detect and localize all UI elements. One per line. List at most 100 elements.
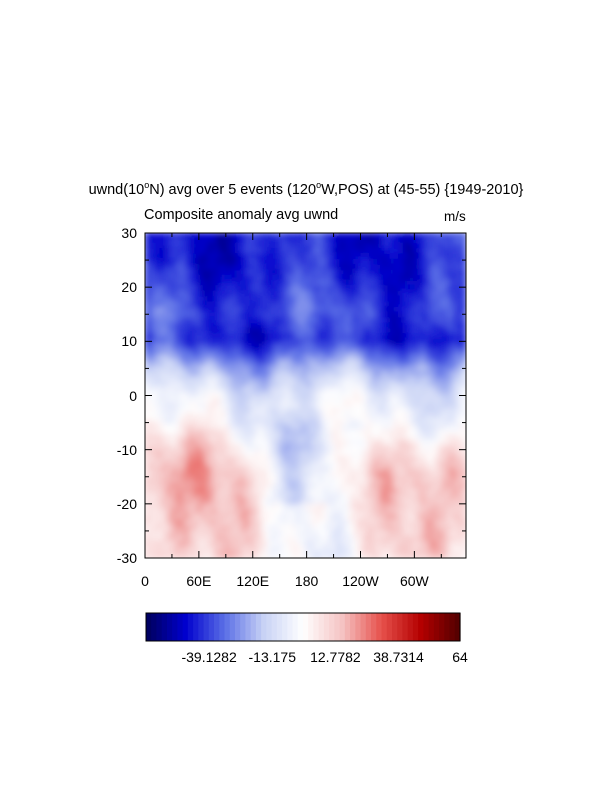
heatmap-cell xyxy=(322,541,329,549)
heatmap-cell xyxy=(161,546,169,554)
heatmap-cell xyxy=(317,269,325,277)
heatmap-cell xyxy=(210,285,218,293)
heatmap-cell xyxy=(166,269,173,277)
heatmap-cell xyxy=(228,514,236,522)
heatmap-cell xyxy=(184,274,191,282)
heatmap-cell xyxy=(344,493,352,501)
heatmap-cell xyxy=(152,301,160,309)
heatmap-cell xyxy=(282,359,289,368)
heatmap-cell xyxy=(340,397,347,405)
heatmap-cell xyxy=(335,461,343,469)
heatmap-cell xyxy=(326,386,334,394)
heatmap-cell xyxy=(340,359,347,368)
heatmap-cell xyxy=(145,359,151,368)
heatmap-cell xyxy=(166,461,173,469)
heatmap-cell xyxy=(193,509,200,517)
heatmap-cell xyxy=(210,461,218,469)
heatmap-cell xyxy=(402,439,410,448)
heatmap-cell xyxy=(451,242,459,250)
heatmap-cell xyxy=(215,525,222,533)
heatmap-cell xyxy=(340,535,347,544)
heatmap-cell xyxy=(219,327,227,336)
heatmap-cell xyxy=(145,482,151,490)
heatmap-cell xyxy=(335,439,343,448)
heatmap-cell xyxy=(145,343,151,352)
heatmap-cell xyxy=(398,423,405,432)
heatmap-cell xyxy=(161,349,169,357)
heatmap-cell xyxy=(170,546,178,554)
heatmap-cell xyxy=(300,327,307,336)
heatmap-cell xyxy=(358,269,365,277)
heatmap-cell xyxy=(415,439,423,448)
heatmap-cell xyxy=(152,402,160,410)
heatmap-cell xyxy=(201,429,209,437)
heatmap-cell xyxy=(300,423,307,432)
heatmap-cell xyxy=(184,349,191,357)
heatmap-cell xyxy=(219,535,227,544)
heatmap-cell xyxy=(201,498,209,506)
heatmap-cell xyxy=(242,253,249,261)
heatmap-cell xyxy=(233,375,240,384)
heatmap-cell xyxy=(161,535,169,544)
heatmap-cell xyxy=(380,466,387,474)
heatmap-cell xyxy=(375,317,383,325)
heatmap-cell xyxy=(291,413,298,421)
heatmap-cell xyxy=(251,503,258,512)
heatmap-cell xyxy=(161,242,169,250)
heatmap-cell xyxy=(344,327,352,336)
heatmap-cell xyxy=(197,519,204,528)
heatmap-cell xyxy=(438,423,445,432)
heatmap-cell xyxy=(251,343,258,352)
heatmap-cell xyxy=(251,258,258,266)
heatmap-cell xyxy=(179,397,187,405)
heatmap-cell xyxy=(161,370,169,378)
heatmap-cell xyxy=(313,439,320,448)
heatmap-cell xyxy=(246,306,253,314)
heatmap-cell xyxy=(197,487,204,496)
heatmap-cell xyxy=(358,551,365,558)
heatmap-cell xyxy=(438,509,445,517)
heatmap-cell xyxy=(193,370,200,378)
heatmap-cell xyxy=(366,233,374,240)
heatmap-cell xyxy=(291,253,298,261)
colorbar-box xyxy=(208,613,215,641)
heatmap-cell xyxy=(233,279,240,288)
heatmap-cell xyxy=(362,429,369,437)
heatmap-cell xyxy=(206,386,213,394)
heatmap-cell xyxy=(233,269,240,277)
heatmap-cell xyxy=(215,493,222,501)
heatmap-cell xyxy=(349,274,356,282)
heatmap-cell xyxy=(246,317,253,325)
heatmap-cell xyxy=(152,306,160,314)
heatmap-cell xyxy=(424,530,432,538)
heatmap-cell xyxy=(157,439,164,448)
heatmap-cell xyxy=(219,450,227,458)
heatmap-cell xyxy=(375,269,383,277)
heatmap-cell xyxy=(456,407,463,416)
heatmap-cell xyxy=(215,370,222,378)
heatmap-cell xyxy=(344,295,352,304)
heatmap-cell xyxy=(170,418,178,426)
heatmap-cell xyxy=(300,514,307,522)
heatmap-cell xyxy=(389,242,396,250)
heatmap-cell xyxy=(313,327,320,336)
heatmap-cell xyxy=(148,466,155,474)
heatmap-cell xyxy=(366,418,374,426)
heatmap-cell xyxy=(286,514,294,522)
heatmap-cell xyxy=(193,477,200,485)
heatmap-cell xyxy=(179,375,187,384)
heatmap-cell xyxy=(273,418,280,426)
heatmap-cell xyxy=(295,365,303,373)
heatmap-cell xyxy=(152,370,160,378)
heatmap-cell xyxy=(233,461,240,469)
heatmap-cell xyxy=(460,237,466,245)
heatmap-cell xyxy=(407,322,414,330)
heatmap-cell xyxy=(161,429,169,437)
heatmap-cell xyxy=(313,370,320,378)
heatmap-cell xyxy=(429,391,436,400)
heatmap-cell xyxy=(197,439,204,448)
heatmap-cell xyxy=(380,274,387,282)
heatmap-cell xyxy=(358,482,365,490)
heatmap-cell xyxy=(300,370,307,378)
heatmap-cell xyxy=(179,530,187,538)
